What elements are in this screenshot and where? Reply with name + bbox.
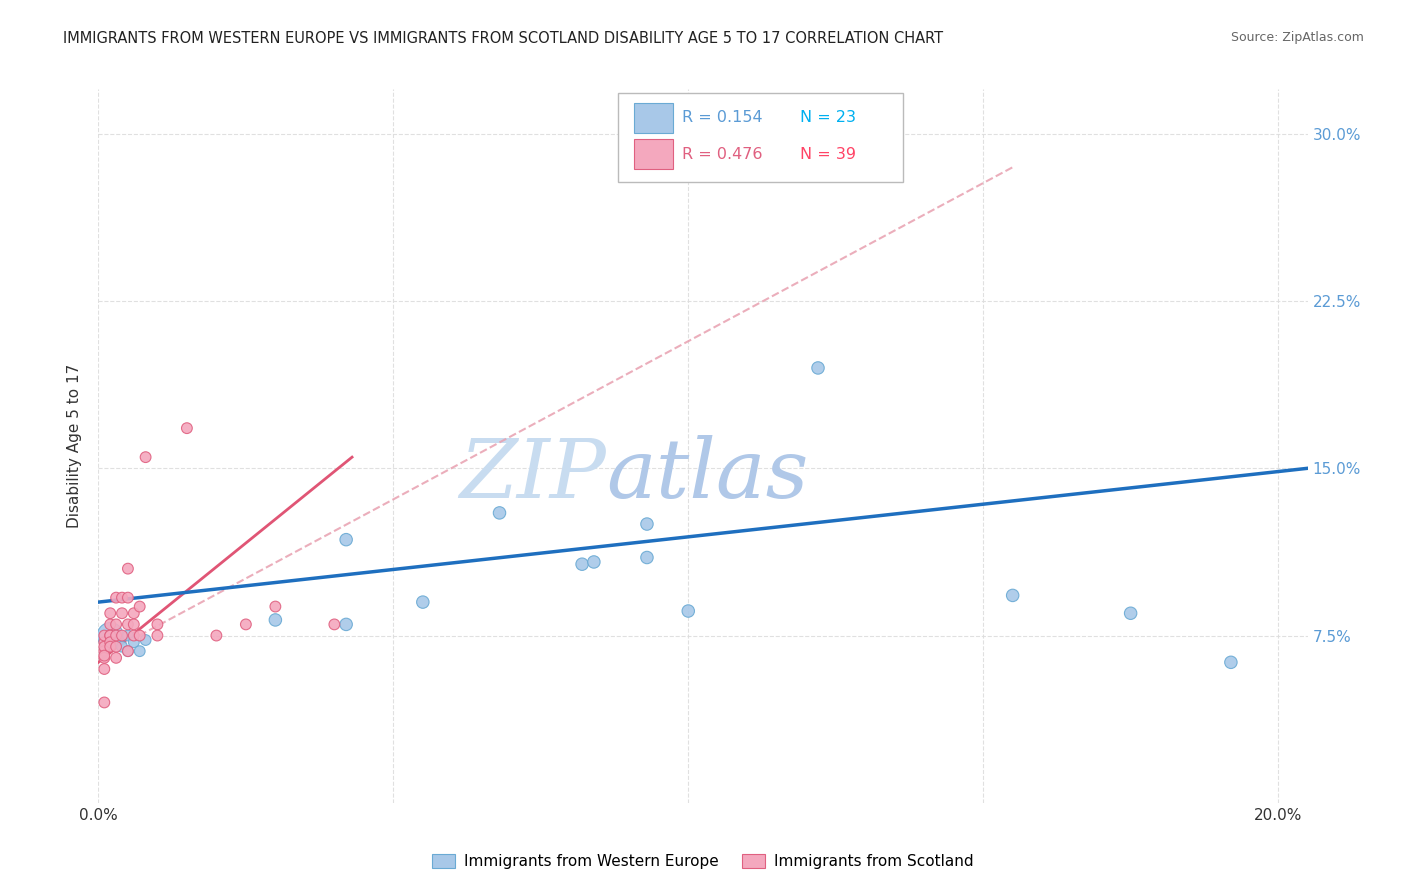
Point: [117, 628, 139, 642]
Point: [323, 617, 346, 632]
Point: [93, 640, 115, 654]
Point: [128, 644, 150, 658]
Point: [117, 591, 139, 605]
Point: [128, 628, 150, 642]
Point: [176, 421, 198, 435]
FancyBboxPatch shape: [634, 139, 672, 169]
Point: [105, 640, 128, 654]
Point: [93, 651, 115, 665]
Point: [807, 360, 830, 375]
Point: [122, 628, 145, 642]
Point: [93, 662, 115, 676]
Point: [1001, 589, 1024, 603]
Point: [205, 628, 228, 642]
Text: N = 23: N = 23: [800, 110, 856, 125]
Point: [1119, 607, 1142, 621]
Point: [488, 506, 510, 520]
Point: [122, 617, 145, 632]
Point: [117, 617, 139, 632]
Point: [146, 617, 169, 632]
Point: [105, 591, 128, 605]
Point: [111, 640, 134, 654]
Point: [335, 533, 357, 547]
Point: [111, 591, 134, 605]
Point: [117, 562, 139, 576]
Point: [98, 628, 121, 642]
Text: R = 0.476: R = 0.476: [682, 146, 763, 161]
Point: [571, 557, 593, 572]
FancyBboxPatch shape: [619, 93, 903, 182]
Point: [105, 628, 128, 642]
Point: [128, 599, 150, 614]
Point: [335, 617, 357, 632]
Point: [235, 617, 257, 632]
Text: atlas: atlas: [606, 434, 808, 515]
Point: [122, 607, 145, 621]
Point: [412, 595, 434, 609]
Legend: Immigrants from Western Europe, Immigrants from Scotland: Immigrants from Western Europe, Immigran…: [426, 848, 980, 875]
Point: [582, 555, 605, 569]
Point: [98, 640, 121, 654]
Y-axis label: Disability Age 5 to 17: Disability Age 5 to 17: [67, 364, 83, 528]
Point: [111, 607, 134, 621]
Point: [1219, 655, 1241, 669]
Point: [636, 516, 658, 531]
Point: [135, 450, 157, 464]
Point: [636, 550, 658, 565]
FancyBboxPatch shape: [634, 103, 672, 134]
Point: [105, 651, 128, 665]
Point: [122, 635, 145, 649]
Point: [93, 635, 115, 649]
Text: IMMIGRANTS FROM WESTERN EUROPE VS IMMIGRANTS FROM SCOTLAND DISABILITY AGE 5 TO 1: IMMIGRANTS FROM WESTERN EUROPE VS IMMIGR…: [63, 31, 943, 46]
Point: [264, 613, 287, 627]
Point: [105, 633, 128, 648]
Point: [146, 628, 169, 642]
Point: [93, 644, 115, 658]
Point: [93, 648, 115, 663]
Text: ZIP: ZIP: [460, 434, 606, 515]
Text: R = 0.154: R = 0.154: [682, 110, 763, 125]
Point: [93, 696, 115, 710]
Text: Source: ZipAtlas.com: Source: ZipAtlas.com: [1230, 31, 1364, 45]
Point: [98, 617, 121, 632]
Point: [98, 628, 121, 642]
Point: [117, 644, 139, 658]
Point: [98, 607, 121, 621]
Point: [264, 599, 287, 614]
Point: [117, 644, 139, 658]
Point: [111, 628, 134, 642]
Point: [98, 628, 121, 642]
Point: [105, 617, 128, 632]
Text: N = 39: N = 39: [800, 146, 856, 161]
Point: [135, 633, 157, 648]
Point: [678, 604, 700, 618]
Point: [93, 628, 115, 642]
Point: [783, 161, 806, 175]
Point: [98, 635, 121, 649]
